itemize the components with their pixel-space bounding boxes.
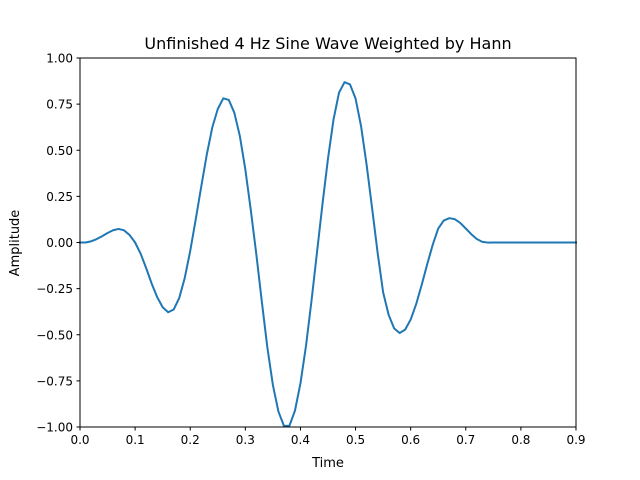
y-axis-label: Amplitude: [8, 210, 23, 277]
y-tick-label: −0.75: [36, 374, 73, 388]
plot-area: [79, 57, 577, 428]
x-tick-label: 0.5: [346, 433, 365, 447]
x-tick-label: 0.6: [401, 433, 420, 447]
y-tick-label: 0.75: [46, 98, 73, 112]
x-axis-ticks: 0.0 0.1 0.2 0.3 0.4 0.5 0.6 0.7 0.8 0.9: [70, 427, 586, 447]
x-axis-label: Time: [311, 456, 344, 471]
y-tick-label: 1.00: [46, 52, 73, 66]
series-line: [79, 81, 577, 427]
x-tick-label: 0.1: [126, 433, 145, 447]
y-tick-label: 0.25: [46, 190, 73, 204]
x-tick-label: 0.8: [511, 433, 530, 447]
y-tick-label: 0.50: [46, 144, 73, 158]
y-tick-label: −0.50: [36, 328, 73, 342]
y-axis-ticks: −1.00 −0.75 −0.50 −0.25 0.00 0.25 0.50 0.75 1.00: [36, 52, 80, 435]
x-tick-label: 0.7: [456, 433, 475, 447]
y-tick-label: 0.00: [46, 236, 73, 250]
x-tick-label: 0.0: [70, 433, 89, 447]
chart-title: Unfinished 4 Hz Sine Wave Weighted by Ha…: [144, 34, 511, 53]
x-tick-label: 0.4: [291, 433, 310, 447]
x-tick-label: 0.9: [566, 433, 585, 447]
x-tick-label: 0.3: [236, 433, 255, 447]
x-tick-label: 0.2: [181, 433, 200, 447]
y-tick-label: −0.25: [36, 282, 73, 296]
y-tick-label: −1.00: [36, 421, 73, 435]
